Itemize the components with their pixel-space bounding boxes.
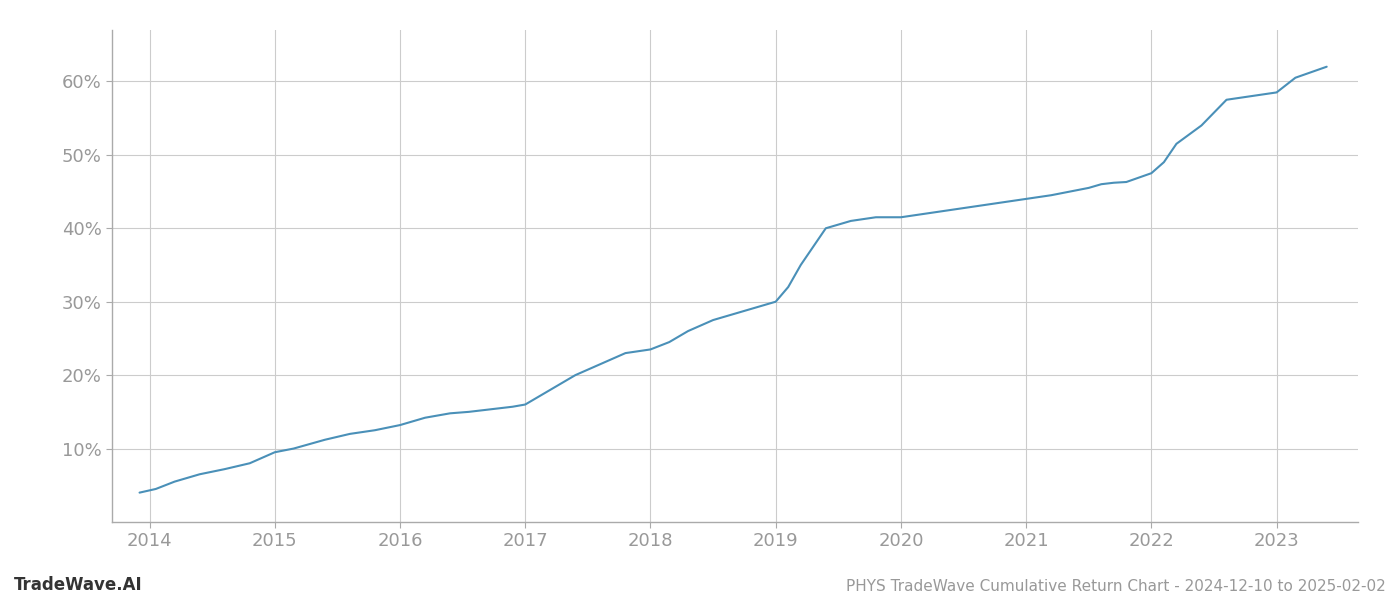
Text: PHYS TradeWave Cumulative Return Chart - 2024-12-10 to 2025-02-02: PHYS TradeWave Cumulative Return Chart -… [846,579,1386,594]
Text: TradeWave.AI: TradeWave.AI [14,576,143,594]
